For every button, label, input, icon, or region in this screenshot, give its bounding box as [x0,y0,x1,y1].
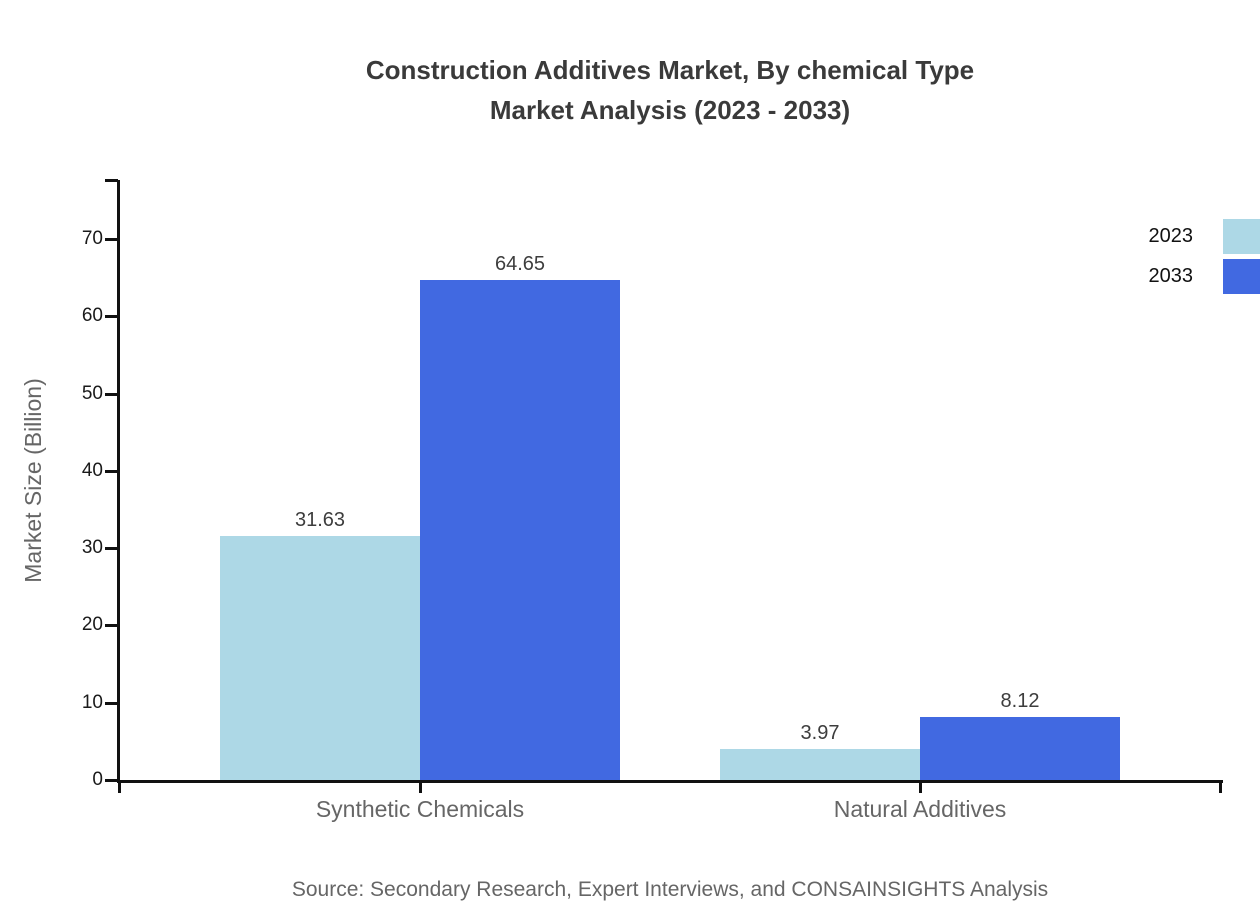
y-tick-label-0: 0 [92,769,103,790]
y-tick-60 [105,315,118,319]
x-tick-1 [419,780,422,793]
x-tick-3 [1219,780,1222,793]
y-tick-30 [105,547,118,551]
legend-swatch-2033 [1223,259,1260,294]
y-tick-label-10: 10 [81,691,103,713]
y-axis-end-cap [105,179,118,182]
y-tick-40 [105,469,118,473]
bar-2033-natural-additives [920,717,1120,780]
y-tick-label-20: 20 [81,614,103,636]
legend-item-2023: 2023 [1149,219,1260,254]
y-tick-70 [105,237,118,241]
x-tick-0 [118,780,121,793]
x-tick-label-synthetic-chemicals: Synthetic Chemicals [315,796,525,822]
value-label-2033-synthetic-chemicals: 64.65 [494,253,546,276]
value-label-2033-natural-additives: 8.12 [1000,690,1040,713]
y-tick-label-40: 40 [81,459,103,481]
legend-swatch-2023 [1223,219,1260,254]
y-tick-label-70: 70 [81,227,103,249]
y-axis-spine [117,180,120,783]
y-tick-0 [105,779,118,782]
y-tick-20 [105,624,118,628]
x-tick-2 [919,780,922,793]
value-label-2023-natural-additives: 3.97 [800,722,840,745]
x-tick-label-natural-additives: Natural Additives [833,796,1007,822]
y-tick-label-60: 60 [81,305,103,327]
source-note: Source: Secondary Research, Expert Inter… [291,878,1049,901]
x-axis-spine [117,780,1223,783]
y-tick-50 [105,392,118,396]
bar-2023-natural-additives [720,749,920,780]
legend-item-2033: 2033 [1149,259,1260,294]
legend-label-2023: 2023 [1148,225,1194,247]
y-tick-label-50: 50 [81,382,103,404]
bar-2023-synthetic-chemicals [220,535,420,780]
y-tick-10 [105,701,118,705]
legend-label-2033: 2033 [1148,265,1194,287]
value-label-2023-synthetic-chemicals: 31.63 [294,508,346,531]
chart-title: Construction Additives Market, By chemic… [118,50,1222,130]
legend: 2023 2033 [1149,219,1260,299]
chart-title-line2: Market Analysis (2023 - 2033) [489,95,851,125]
chart-title-line1: Construction Additives Market, By chemic… [365,55,975,85]
bar-2033-synthetic-chemicals [420,280,620,780]
y-tick-label-30: 30 [81,537,103,559]
